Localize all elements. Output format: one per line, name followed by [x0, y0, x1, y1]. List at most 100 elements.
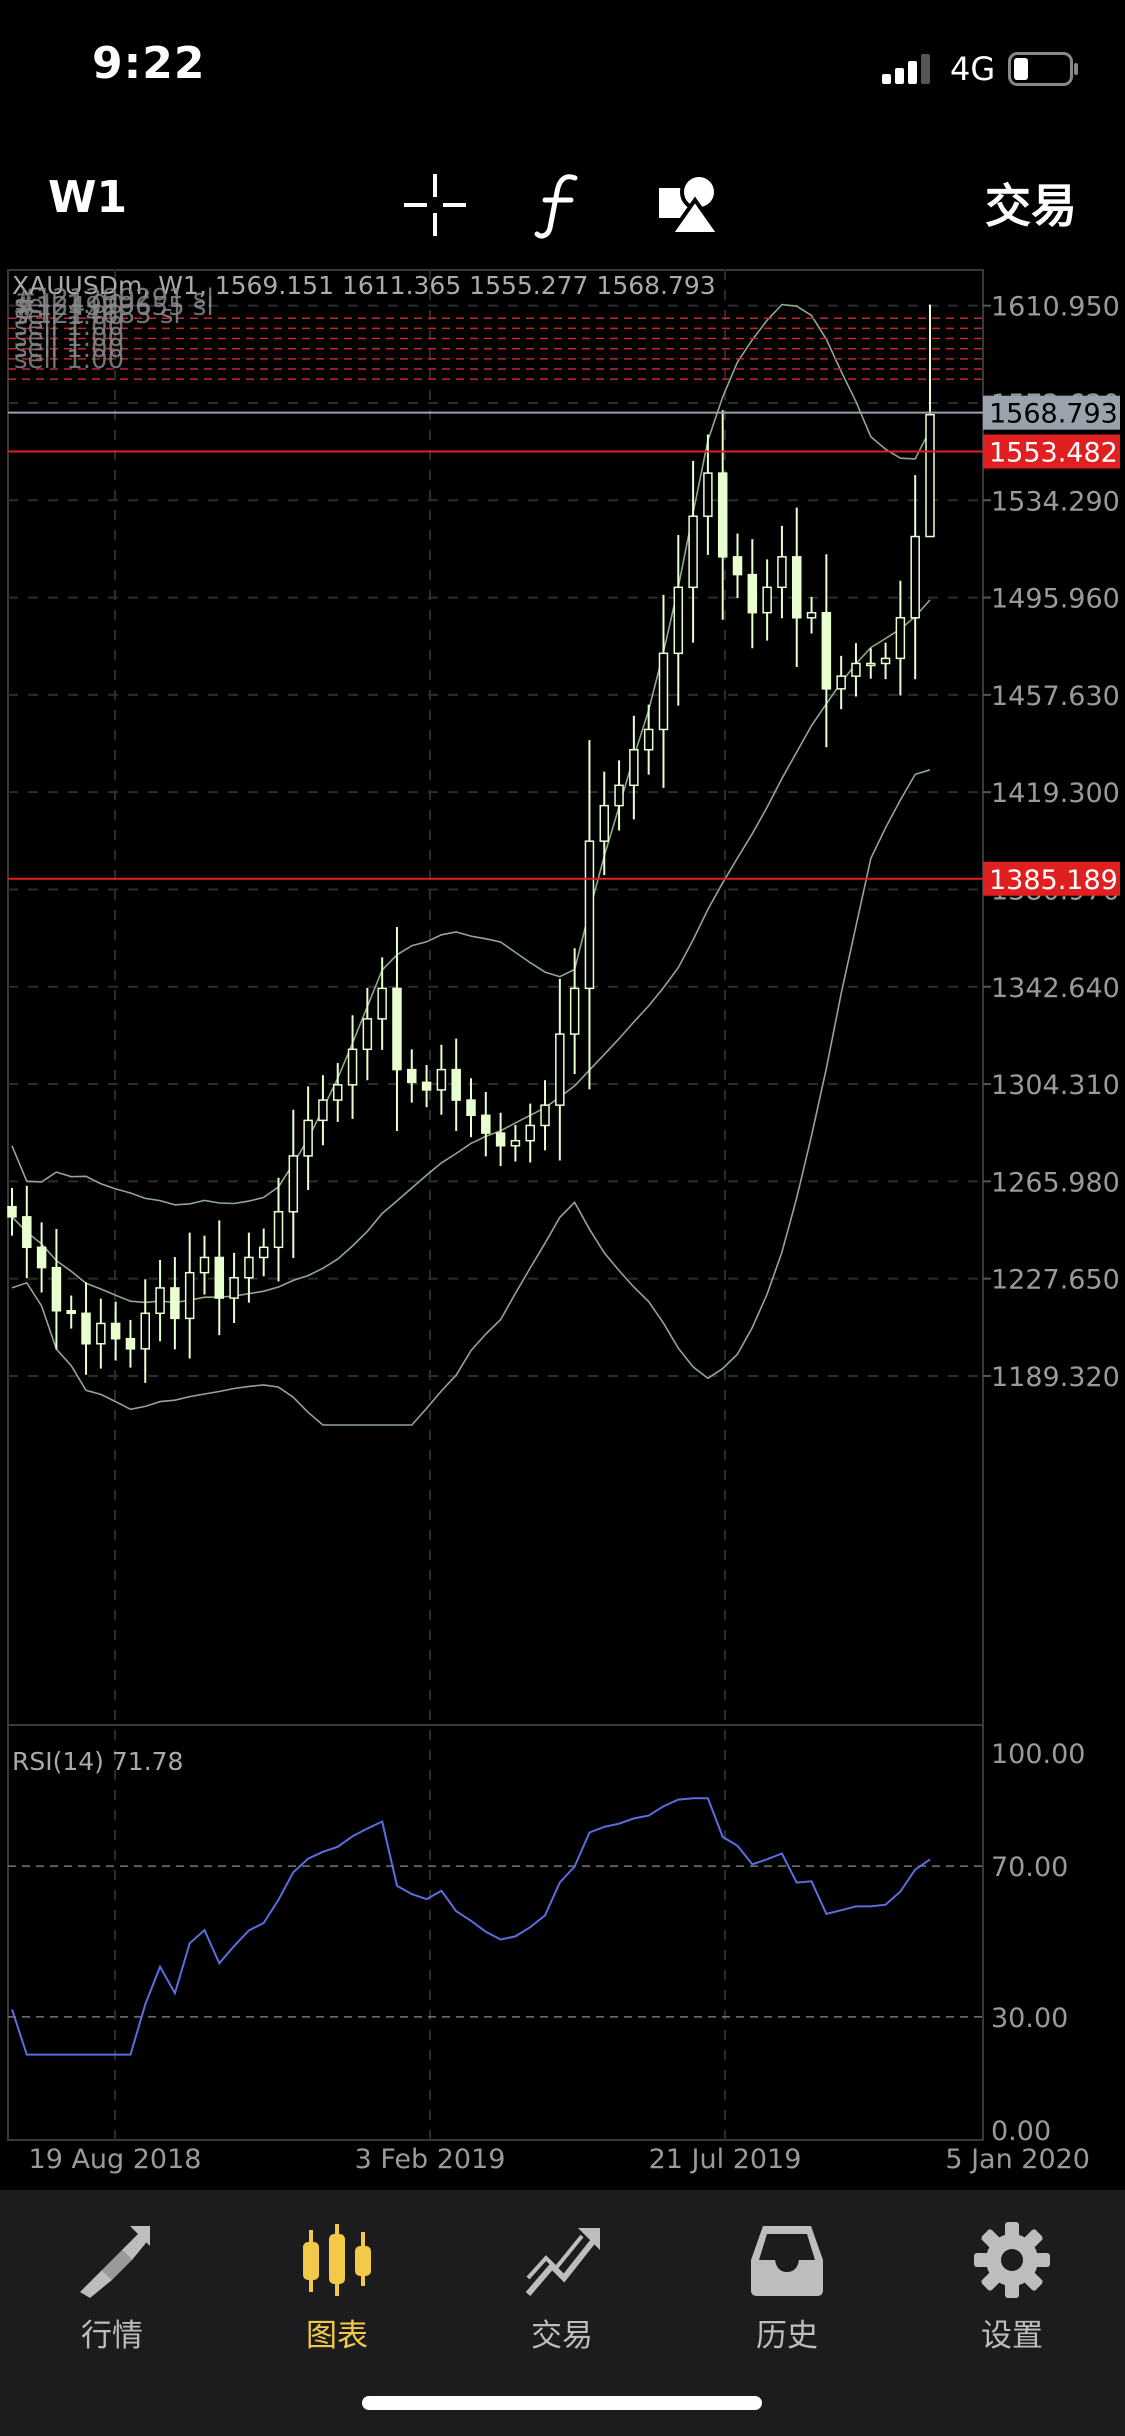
price-tick-label: 1457.630 — [991, 681, 1120, 712]
tab-chart[interactable]: 图表 — [247, 2210, 427, 2360]
candle — [569, 948, 580, 1075]
candle — [229, 1252, 239, 1323]
price-tag-box — [983, 861, 1120, 896]
price-tick-label: 1265.980 — [991, 1167, 1120, 1198]
price-tick-label: 1419.300 — [991, 778, 1120, 809]
candle — [347, 1015, 358, 1119]
candle — [155, 1260, 165, 1342]
candle — [866, 648, 876, 679]
candle — [332, 1063, 343, 1122]
candle-body — [229, 1277, 239, 1299]
candle — [495, 1112, 506, 1167]
candle-body — [258, 1246, 269, 1259]
candle — [466, 1078, 476, 1138]
candle-body — [421, 1081, 432, 1091]
candle-body — [569, 987, 580, 1035]
candle — [140, 1279, 151, 1383]
candle-body — [747, 573, 758, 614]
tab-quotes[interactable]: 行情 — [22, 2210, 202, 2360]
signal-icon — [882, 54, 930, 84]
battery-icon — [1008, 52, 1078, 86]
candle — [688, 460, 698, 643]
function-icon[interactable] — [525, 170, 595, 240]
chart-grid — [7, 269, 984, 2141]
price-tag-label: 1568.793 — [989, 399, 1118, 430]
candle — [851, 643, 861, 697]
tab-settings[interactable]: 设置 — [922, 2210, 1102, 2360]
candle-body — [688, 515, 698, 589]
price-chart[interactable]: 1610.9501572.6201534.2901495.9601457.630… — [0, 265, 1125, 2190]
candle-body — [880, 657, 891, 665]
candle-body — [318, 1099, 328, 1122]
candle — [451, 1038, 461, 1132]
candle-body — [392, 987, 402, 1071]
candle — [777, 525, 787, 619]
candle-body — [214, 1256, 225, 1299]
candle — [821, 554, 832, 748]
candle-body — [673, 586, 684, 655]
timeframe-button[interactable]: W1 — [48, 172, 128, 223]
candle — [51, 1229, 62, 1350]
price-tags: 1568.793 1553.482 1385.189 — [8, 395, 1120, 896]
candle — [22, 1185, 32, 1279]
tab-history[interactable]: 历史 — [697, 2210, 877, 2360]
candle-body — [140, 1312, 151, 1350]
price-tag-label: 1553.482 — [989, 438, 1118, 469]
candle-body — [362, 1018, 373, 1051]
chart-header: XAUUSDm, W1, 1569.151 1611.365 1555.277 … — [12, 271, 716, 300]
candle-body — [925, 413, 935, 538]
band-mid — [11, 599, 931, 1304]
tab-trade[interactable]: 交易 — [472, 2210, 652, 2360]
candle — [421, 1065, 432, 1108]
candle-body — [110, 1322, 121, 1340]
tab-chart-label: 图表 — [306, 2318, 368, 2354]
candle-body — [155, 1287, 165, 1315]
candle-body — [66, 1310, 76, 1315]
candle-body — [762, 586, 772, 614]
candle-body — [717, 472, 728, 558]
date-label: 21 Jul 2019 — [649, 2144, 802, 2175]
candle-body — [791, 556, 802, 619]
candle-body — [273, 1211, 284, 1249]
quotes-icon — [80, 2226, 150, 2298]
candle — [791, 507, 802, 668]
order-overlay-label: sell 1.00 — [14, 290, 124, 320]
rsi-tick-label: 30.00 — [991, 2003, 1068, 2034]
candle — [910, 475, 920, 680]
trade-button[interactable]: 交易 — [985, 179, 1077, 233]
status-time: 9:22 — [92, 38, 206, 89]
history-inbox-icon — [751, 2226, 823, 2296]
rsi-label: RSI(14) 71.78 — [12, 1747, 183, 1776]
candle-body — [806, 611, 817, 619]
candle-body — [244, 1256, 254, 1279]
candle-body — [96, 1322, 106, 1345]
candle — [318, 1075, 328, 1146]
candle — [762, 559, 772, 641]
candle — [303, 1086, 313, 1190]
candle — [614, 760, 624, 831]
candle — [525, 1103, 535, 1163]
price-tick-label: 1534.290 — [991, 486, 1120, 517]
candle-body — [866, 662, 876, 667]
price-tag-box — [983, 434, 1120, 469]
candle-body — [81, 1312, 91, 1345]
candle — [199, 1235, 210, 1295]
order-overlay-label: #121299291 sl — [14, 284, 214, 314]
candle-body — [22, 1216, 32, 1249]
candle — [7, 1187, 17, 1236]
candle-body — [51, 1266, 62, 1312]
candle-body — [599, 804, 610, 842]
candle — [717, 410, 728, 620]
candle — [125, 1319, 136, 1368]
gear-icon — [974, 2222, 1050, 2298]
candle — [629, 715, 639, 820]
shapes-icon[interactable] — [655, 170, 725, 240]
order-overlay-label: sell 1.00 — [14, 334, 124, 364]
time-axis: 19 Aug 2018 3 Feb 2019 21 Jul 2019 5 Jan 20… — [29, 2144, 1090, 2175]
crosshair-icon[interactable] — [400, 170, 470, 240]
candle-body — [777, 556, 787, 589]
candle — [170, 1256, 180, 1350]
candle-body — [658, 652, 669, 731]
price-tag-label: 1385.189 — [989, 865, 1118, 896]
